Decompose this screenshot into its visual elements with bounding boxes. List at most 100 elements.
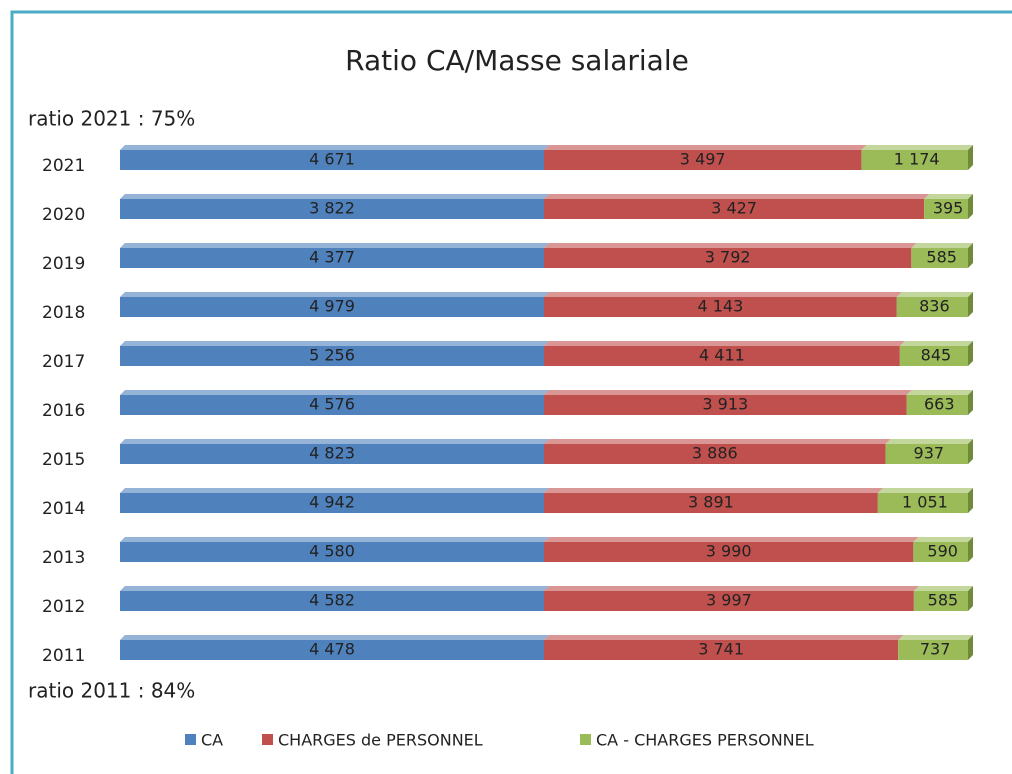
bar [906, 395, 968, 415]
bar-top [120, 488, 549, 493]
data-label: 4 942 [309, 493, 355, 512]
bar [861, 150, 968, 170]
data-label: 395 [933, 199, 964, 218]
bar [544, 444, 886, 464]
bar-side [968, 586, 973, 611]
bar-top [544, 145, 867, 150]
annotation: ratio 2011 : 84% [28, 679, 195, 703]
bar [544, 591, 914, 611]
bar-top [544, 341, 905, 346]
bar [544, 640, 899, 660]
bar [544, 493, 878, 513]
bar-top [120, 194, 549, 199]
bar [913, 591, 968, 611]
y-tick-label: 2021 [42, 156, 85, 176]
y-tick-label: 2011 [42, 646, 85, 666]
data-label: 3 997 [706, 591, 752, 610]
bar-top [120, 243, 549, 248]
bar [120, 542, 544, 562]
legend-label: CA - CHARGES PERSONNEL [596, 731, 814, 750]
bar-top [544, 488, 883, 493]
annotation: ratio 2021 : 75% [28, 107, 195, 131]
bar-top [544, 194, 930, 199]
data-label: 4 582 [309, 591, 355, 610]
bar-top [120, 341, 549, 346]
bar [544, 542, 914, 562]
data-label: 845 [921, 346, 952, 365]
y-tick-label: 2018 [42, 303, 85, 323]
bar-top [861, 145, 973, 150]
bar [911, 248, 968, 268]
bar-top [544, 586, 919, 591]
y-tick-label: 2020 [42, 205, 85, 225]
bar-top [544, 390, 912, 395]
bar-top [544, 292, 902, 297]
bar [899, 346, 968, 366]
data-label: 3 427 [711, 199, 757, 218]
data-label: 4 377 [309, 248, 355, 267]
bar-side [968, 341, 973, 366]
bar [544, 248, 912, 268]
bar [544, 297, 897, 317]
bar [120, 395, 544, 415]
bar-top [120, 439, 549, 444]
y-tick-label: 2013 [42, 548, 85, 568]
bar-side [968, 145, 973, 170]
bar-top [544, 537, 919, 542]
bar [120, 297, 544, 317]
bar-top [120, 292, 549, 297]
data-label: 4 823 [309, 444, 355, 463]
data-label: 3 822 [309, 199, 355, 218]
data-label: 585 [926, 248, 957, 267]
bar-top [877, 488, 973, 493]
data-label: 3 792 [705, 248, 751, 267]
bar [544, 395, 907, 415]
bar-top [913, 537, 973, 542]
data-label: 4 478 [309, 640, 355, 659]
bar-top [544, 439, 891, 444]
y-tick-label: 2015 [42, 450, 85, 470]
data-label: 3 990 [706, 542, 752, 561]
chart-title: Ratio CA/Masse salariale [345, 44, 689, 77]
data-label: 663 [924, 395, 955, 414]
bar [913, 542, 968, 562]
bar-side [968, 194, 973, 219]
bar-top [924, 194, 973, 199]
bar-side [968, 439, 973, 464]
bar [120, 346, 544, 366]
bar-top [544, 635, 904, 640]
bar-top [898, 635, 973, 640]
data-label: 3 891 [688, 493, 734, 512]
bar-top [544, 243, 917, 248]
bar-top [120, 390, 549, 395]
data-label: 937 [914, 444, 945, 463]
data-label: 3 886 [692, 444, 738, 463]
bar-side [968, 292, 973, 317]
y-tick-label: 2016 [42, 401, 85, 421]
y-tick-label: 2017 [42, 352, 85, 372]
bar [120, 493, 544, 513]
bar [544, 150, 862, 170]
data-label: 4 576 [309, 395, 355, 414]
data-label: 585 [928, 591, 959, 610]
data-label: 1 051 [902, 493, 948, 512]
legend-swatch [185, 734, 196, 745]
bar [120, 444, 544, 464]
legend-label: CHARGES de PERSONNEL [278, 731, 483, 750]
data-label: 4 671 [309, 150, 355, 169]
bar-top [120, 145, 549, 150]
bar-top [899, 341, 973, 346]
y-tick-label: 2019 [42, 254, 85, 274]
bar-top [896, 292, 973, 297]
bar [924, 199, 968, 219]
data-label: 590 [927, 542, 958, 561]
bar [120, 150, 544, 170]
bar-top [120, 586, 549, 591]
data-label: 3 741 [698, 640, 744, 659]
bar-top [913, 586, 973, 591]
data-label: 4 580 [309, 542, 355, 561]
bar-side [968, 488, 973, 513]
bar-side [968, 635, 973, 660]
bar [120, 199, 544, 219]
